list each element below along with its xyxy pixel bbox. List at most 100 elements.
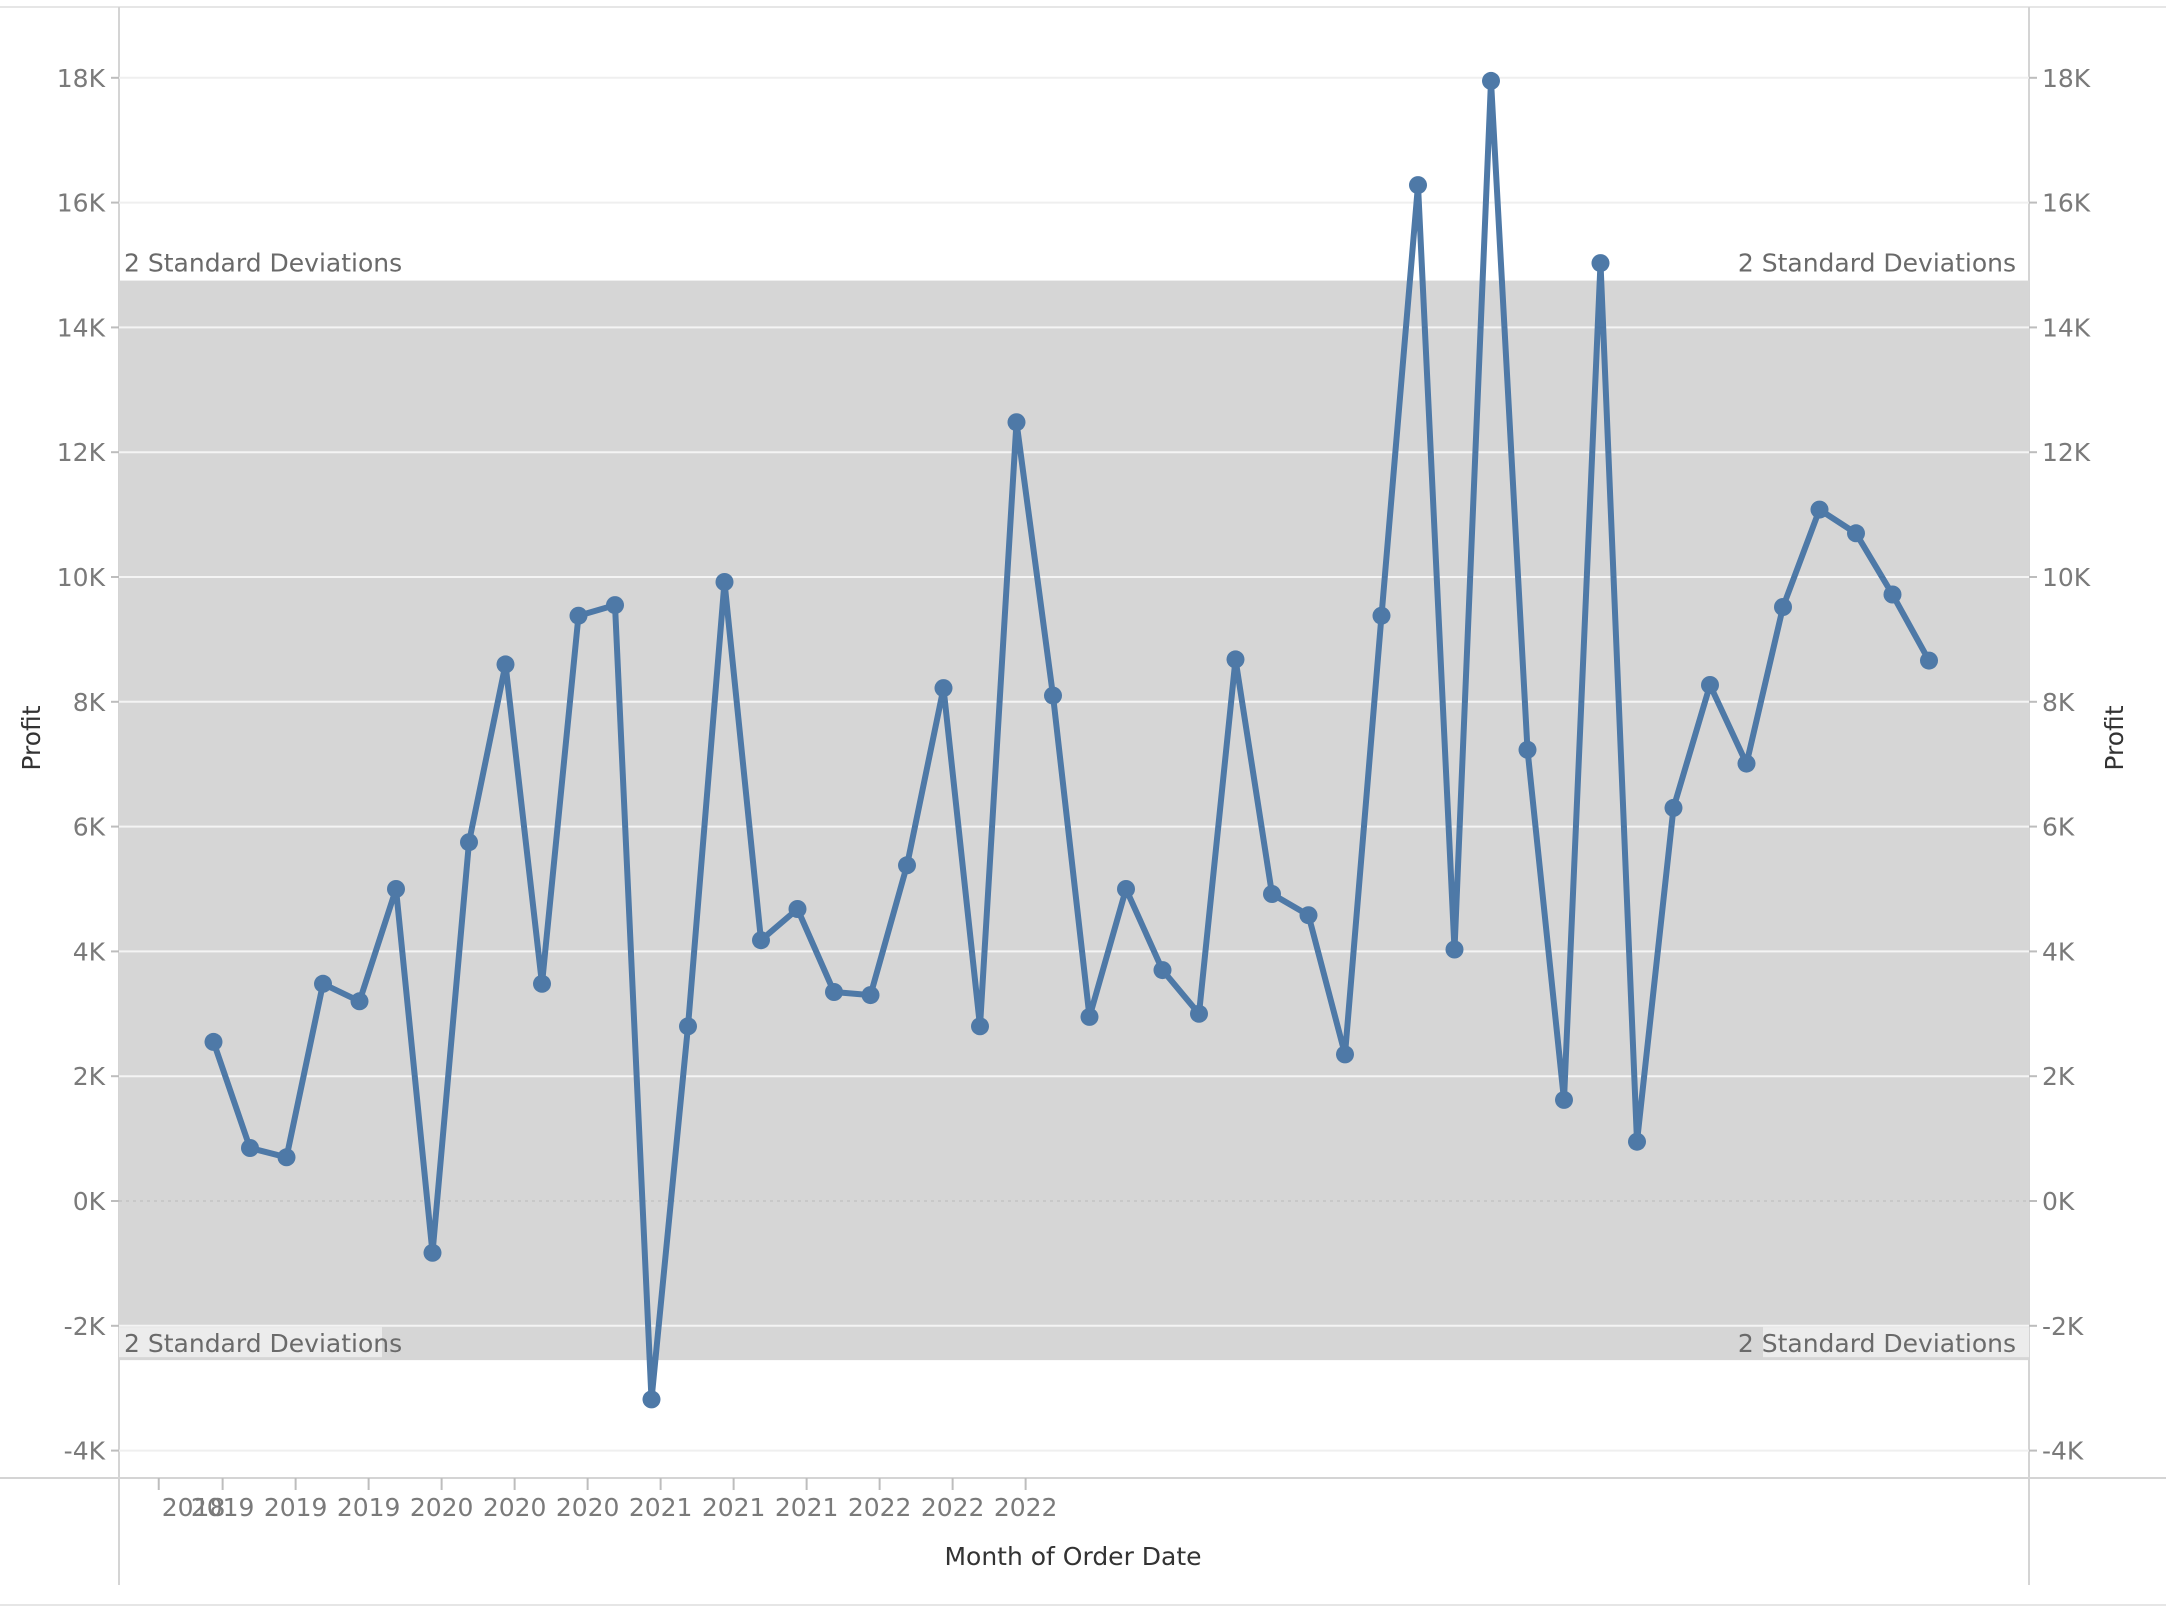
data-point[interactable] bbox=[1263, 885, 1281, 903]
data-point[interactable] bbox=[788, 900, 807, 918]
y-tick-label-right: 4K bbox=[2042, 937, 2075, 966]
data-point[interactable] bbox=[533, 974, 551, 993]
y-tick-label-left: 12K bbox=[57, 438, 106, 467]
y-axis-title-right: Profit bbox=[2100, 705, 2129, 770]
x-tick-label: 2019 bbox=[191, 1493, 255, 1522]
y-tick-label-right: 12K bbox=[2042, 438, 2091, 467]
data-point[interactable] bbox=[1737, 754, 1756, 773]
data-point[interactable] bbox=[1007, 413, 1026, 432]
data-point[interactable] bbox=[350, 992, 369, 1011]
data-point[interactable] bbox=[1153, 961, 1172, 980]
data-point[interactable] bbox=[752, 931, 770, 950]
data-point[interactable] bbox=[1774, 598, 1792, 616]
gridlines bbox=[119, 76, 2029, 1452]
data-point[interactable] bbox=[1628, 1132, 1646, 1151]
data-point[interactable] bbox=[861, 986, 880, 1005]
y-tick-label-left: 6K bbox=[73, 813, 106, 842]
data-point[interactable] bbox=[1555, 1090, 1573, 1109]
data-point[interactable] bbox=[1299, 906, 1318, 925]
data-point[interactable] bbox=[277, 1148, 296, 1167]
y-tick-label-left: 2K bbox=[73, 1062, 106, 1091]
data-point[interactable] bbox=[1336, 1045, 1354, 1064]
y-tick-label-right: 16K bbox=[2042, 189, 2091, 218]
data-point[interactable] bbox=[314, 974, 332, 993]
data-point[interactable] bbox=[387, 880, 405, 898]
x-tick-label: 2021 bbox=[629, 1493, 693, 1522]
data-points bbox=[204, 71, 1938, 1409]
y-tick-label-right: 8K bbox=[2042, 688, 2075, 717]
data-point[interactable] bbox=[1482, 71, 1500, 90]
x-tick-label: 2021 bbox=[702, 1493, 766, 1522]
band-lower-label-left: 2 Standard Deviations bbox=[124, 1329, 402, 1358]
data-point[interactable] bbox=[496, 655, 515, 674]
data-point[interactable] bbox=[642, 1390, 661, 1409]
data-point[interactable] bbox=[241, 1139, 259, 1157]
data-point[interactable] bbox=[1847, 524, 1865, 543]
x-tick-label: 2019 bbox=[264, 1493, 328, 1522]
y-axis-right: -4K -2K 0K 2K 4K 6K 8K 10K 12K 14K 16K 18K bbox=[2029, 64, 2091, 1466]
y-tick-label-left: 18K bbox=[57, 64, 106, 93]
data-point[interactable] bbox=[569, 606, 588, 625]
band-upper-label-left: 2 Standard Deviations bbox=[124, 249, 402, 278]
data-point[interactable] bbox=[1591, 254, 1610, 273]
y-tick-label-left: 8K bbox=[73, 688, 106, 717]
x-tick-label: 2020 bbox=[410, 1493, 474, 1522]
y-tick-label-left: 0K bbox=[73, 1187, 106, 1216]
data-point[interactable] bbox=[971, 1017, 989, 1036]
data-point[interactable] bbox=[1920, 651, 1938, 670]
y-tick-label-left: 14K bbox=[57, 313, 106, 342]
data-point[interactable] bbox=[1664, 798, 1683, 817]
x-tick-label: 2022 bbox=[921, 1493, 985, 1522]
y-tick-label-right: -2K bbox=[2042, 1312, 2084, 1341]
x-tick-label: 2022 bbox=[994, 1493, 1058, 1522]
band-lower-label-right: 2 Standard Deviations bbox=[1738, 1329, 2016, 1358]
y-tick-label-left: 10K bbox=[57, 563, 106, 592]
y-tick-label-right: 10K bbox=[2042, 563, 2091, 592]
data-point[interactable] bbox=[715, 573, 734, 591]
data-point[interactable] bbox=[1226, 650, 1245, 669]
x-axis-title: Month of Order Date bbox=[944, 1542, 1201, 1571]
data-point[interactable] bbox=[204, 1032, 223, 1051]
data-point[interactable] bbox=[1701, 676, 1719, 694]
data-point[interactable] bbox=[1409, 176, 1427, 195]
x-tick-label: 2019 bbox=[337, 1493, 401, 1522]
data-point[interactable] bbox=[1372, 606, 1391, 625]
band-label-background bbox=[1763, 1327, 2029, 1358]
data-point[interactable] bbox=[825, 983, 843, 1001]
data-point[interactable] bbox=[1044, 686, 1062, 705]
band-upper-label-right: 2 Standard Deviations bbox=[1738, 249, 2016, 278]
x-tick-label: 2020 bbox=[556, 1493, 620, 1522]
x-tick-label: 2021 bbox=[775, 1493, 839, 1522]
data-point[interactable] bbox=[1810, 500, 1829, 519]
data-point[interactable] bbox=[1117, 880, 1135, 898]
data-point[interactable] bbox=[1445, 940, 1464, 959]
y-tick-label-right: -4K bbox=[2042, 1437, 2084, 1466]
data-point[interactable] bbox=[1080, 1007, 1099, 1026]
data-point[interactable] bbox=[1883, 585, 1902, 604]
reference-band-2-std-dev bbox=[119, 280, 2029, 1361]
x-tick-label: 2018 bbox=[162, 1493, 226, 1522]
y-axis-left: -4K -2K 0K 2K 4K 6K 8K 10K 12K 14K 16K 18K bbox=[57, 64, 119, 1466]
y-tick-label-left: -2K bbox=[64, 1312, 106, 1341]
x-tick-label: 2020 bbox=[483, 1493, 547, 1522]
data-point[interactable] bbox=[934, 679, 953, 698]
y-tick-label-right: 14K bbox=[2042, 313, 2091, 342]
y-tick-label-left: 16K bbox=[57, 189, 106, 218]
data-point[interactable] bbox=[423, 1243, 442, 1262]
data-point[interactable] bbox=[606, 596, 624, 615]
y-tick-label-right: 18K bbox=[2042, 64, 2091, 93]
data-point[interactable] bbox=[460, 833, 478, 852]
data-point[interactable] bbox=[1190, 1004, 1208, 1023]
data-point[interactable] bbox=[898, 856, 916, 875]
y-tick-label-left: 4K bbox=[73, 937, 106, 966]
data-point[interactable] bbox=[679, 1017, 697, 1036]
profit-series-line bbox=[210, 77, 1932, 1403]
y-tick-label-right: 2K bbox=[2042, 1062, 2075, 1091]
y-tick-label-right: 0K bbox=[2042, 1187, 2075, 1216]
data-point[interactable] bbox=[1518, 740, 1537, 759]
y-tick-label-right: 6K bbox=[2042, 813, 2075, 842]
y-axis-title-left: Profit bbox=[17, 705, 46, 770]
y-tick-label-left: -4K bbox=[64, 1437, 106, 1466]
